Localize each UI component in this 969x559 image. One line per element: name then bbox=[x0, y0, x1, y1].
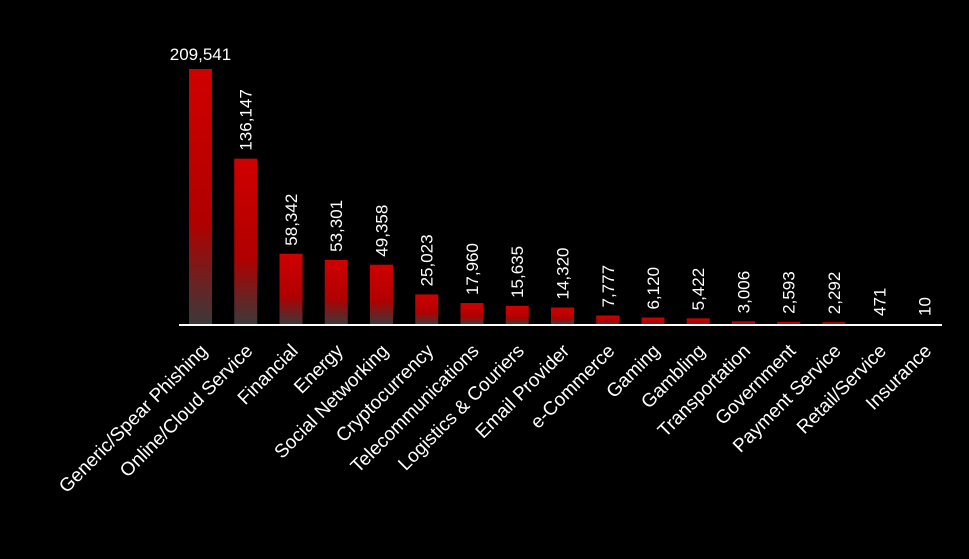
value-labels-group: 209,541 136,147 58,342 53,301 49,358 25,023 17… bbox=[170, 45, 935, 316]
bar-6 bbox=[460, 303, 484, 325]
bar-1 bbox=[234, 158, 258, 325]
value-label-16: 10 bbox=[916, 297, 935, 316]
bar-13 bbox=[777, 321, 801, 325]
value-label-15: 471 bbox=[870, 288, 889, 316]
value-label-2: 58,342 bbox=[282, 194, 301, 246]
value-label-12: 3,006 bbox=[735, 271, 754, 314]
value-label-0: 209,541 bbox=[170, 45, 231, 64]
value-label-10: 6,120 bbox=[644, 267, 663, 310]
value-label-3: 53,301 bbox=[327, 200, 346, 252]
value-label-5: 25,023 bbox=[418, 234, 437, 286]
value-label-11: 5,422 bbox=[689, 268, 708, 311]
bar-10 bbox=[641, 317, 665, 325]
value-label-4: 49,358 bbox=[373, 205, 392, 257]
bar-5 bbox=[415, 294, 439, 325]
bar-9 bbox=[596, 315, 620, 325]
bar-3 bbox=[324, 259, 348, 325]
value-label-8: 14,320 bbox=[554, 248, 573, 300]
value-label-14: 2,292 bbox=[825, 272, 844, 315]
value-label-13: 2,593 bbox=[780, 271, 799, 314]
value-label-7: 15,635 bbox=[508, 246, 527, 298]
bar-2 bbox=[279, 253, 303, 325]
value-label-9: 7,777 bbox=[599, 265, 618, 308]
bar-0 bbox=[189, 69, 212, 325]
value-label-6: 17,960 bbox=[463, 243, 482, 295]
bar-4 bbox=[370, 264, 393, 325]
bar-14 bbox=[822, 322, 846, 325]
bars-group bbox=[189, 69, 936, 325]
bar-12 bbox=[732, 321, 755, 325]
value-label-1: 136,147 bbox=[237, 89, 256, 150]
bar-11 bbox=[686, 318, 710, 325]
bar-7 bbox=[505, 305, 529, 325]
bar-8 bbox=[551, 307, 574, 325]
